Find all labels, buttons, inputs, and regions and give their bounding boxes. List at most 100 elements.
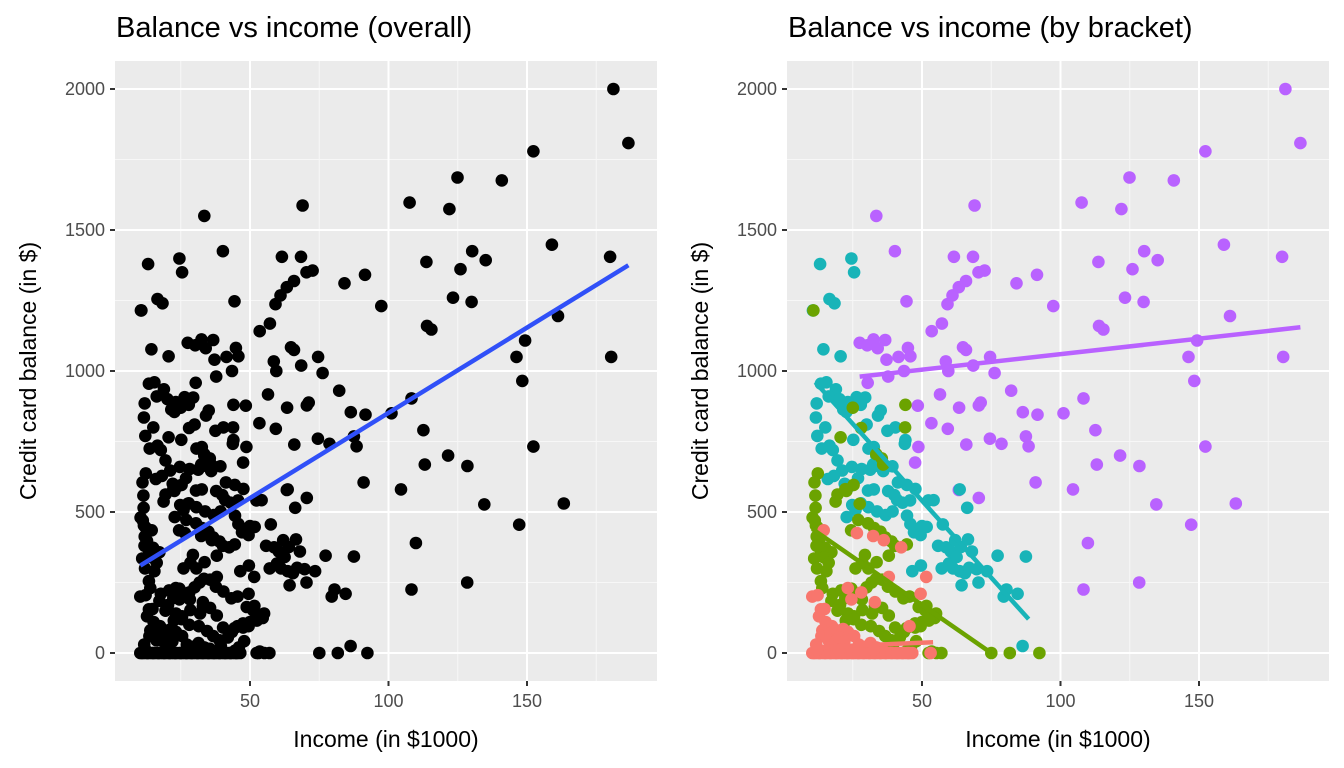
- data-point: [811, 429, 824, 443]
- data-point: [808, 476, 821, 489]
- data-point: [202, 404, 215, 417]
- data-point: [137, 501, 150, 515]
- data-point: [175, 266, 189, 279]
- data-point: [1089, 423, 1102, 437]
- data-point: [199, 341, 212, 355]
- data-point: [868, 595, 882, 609]
- data-point: [899, 398, 912, 412]
- data-point: [852, 513, 865, 527]
- data-point: [278, 550, 291, 564]
- x-tick-label: 100: [373, 691, 403, 711]
- data-point: [512, 518, 526, 531]
- data-point: [961, 533, 975, 546]
- data-point: [203, 452, 217, 465]
- chart-title-overall: Balance vs income (overall): [116, 12, 473, 44]
- y-tick-label: 500: [75, 502, 105, 522]
- data-point: [316, 366, 329, 380]
- data-point: [1075, 196, 1088, 209]
- data-point: [1016, 639, 1029, 653]
- y-axis-title: Credit card balance (in $): [15, 242, 41, 500]
- data-point: [991, 549, 1004, 562]
- data-point: [288, 438, 301, 451]
- data-point: [927, 493, 940, 507]
- data-point: [195, 643, 208, 657]
- data-point: [269, 422, 283, 436]
- data-point: [1150, 498, 1163, 511]
- data-point: [248, 599, 261, 613]
- x-tick-label: 100: [1045, 691, 1075, 711]
- data-point: [208, 353, 221, 367]
- y-tick-label: 2000: [65, 79, 105, 99]
- data-point: [157, 495, 170, 508]
- data-point: [253, 324, 266, 338]
- data-point: [441, 449, 455, 462]
- data-point: [446, 291, 460, 305]
- data-point: [874, 404, 887, 417]
- data-point: [255, 493, 268, 507]
- data-point: [906, 564, 919, 578]
- data-point: [344, 405, 358, 419]
- data-point: [311, 350, 325, 364]
- data-point: [988, 366, 1001, 380]
- data-point: [248, 520, 261, 534]
- data-point: [840, 484, 853, 498]
- data-point: [972, 576, 985, 589]
- data-point: [231, 619, 244, 633]
- data-point: [217, 421, 230, 434]
- trend-line-a: [812, 640, 934, 650]
- data-point: [950, 550, 963, 564]
- data-point: [898, 437, 912, 451]
- data-point: [557, 497, 571, 510]
- data-point: [313, 646, 326, 660]
- data-point: [242, 587, 255, 601]
- data-point: [156, 297, 169, 310]
- data-point: [451, 171, 464, 184]
- data-point: [845, 593, 858, 606]
- data-point: [240, 440, 253, 454]
- data-point: [358, 268, 372, 282]
- data-point: [1294, 136, 1307, 150]
- data-point: [831, 604, 844, 617]
- data-point: [226, 421, 240, 434]
- data-point: [935, 562, 948, 575]
- data-point: [810, 397, 823, 410]
- data-point: [287, 343, 301, 357]
- data-point: [1276, 350, 1290, 364]
- data-point: [920, 520, 933, 534]
- data-point: [232, 350, 245, 363]
- trend-line-d: [859, 325, 1301, 379]
- data-point: [141, 257, 155, 271]
- y-tick-label: 0: [95, 643, 105, 663]
- data-point: [296, 199, 309, 212]
- data-point: [809, 501, 822, 515]
- data-point: [184, 603, 197, 617]
- data-point: [180, 513, 193, 527]
- data-point: [1279, 82, 1292, 96]
- data-point: [147, 421, 160, 434]
- data-point: [460, 576, 474, 589]
- data-point: [834, 350, 847, 363]
- data-point: [903, 619, 916, 633]
- data-point: [866, 529, 880, 543]
- data-point: [919, 570, 933, 584]
- data-point: [294, 359, 308, 372]
- data-point: [960, 501, 974, 515]
- data-point: [294, 250, 308, 264]
- data-point: [1115, 202, 1128, 216]
- data-point: [479, 253, 493, 267]
- data-point: [138, 397, 151, 410]
- data-point: [925, 324, 938, 338]
- data-point: [159, 604, 172, 617]
- data-point: [1004, 384, 1018, 398]
- data-point: [298, 562, 311, 576]
- data-point: [817, 343, 830, 356]
- data-point: [811, 588, 824, 602]
- data-point: [226, 437, 240, 451]
- data-point: [807, 304, 820, 317]
- data-point: [850, 526, 864, 540]
- data-point: [846, 401, 860, 415]
- data-point: [137, 411, 151, 424]
- data-point: [300, 491, 314, 505]
- data-point: [210, 570, 224, 584]
- data-point: [1217, 238, 1231, 251]
